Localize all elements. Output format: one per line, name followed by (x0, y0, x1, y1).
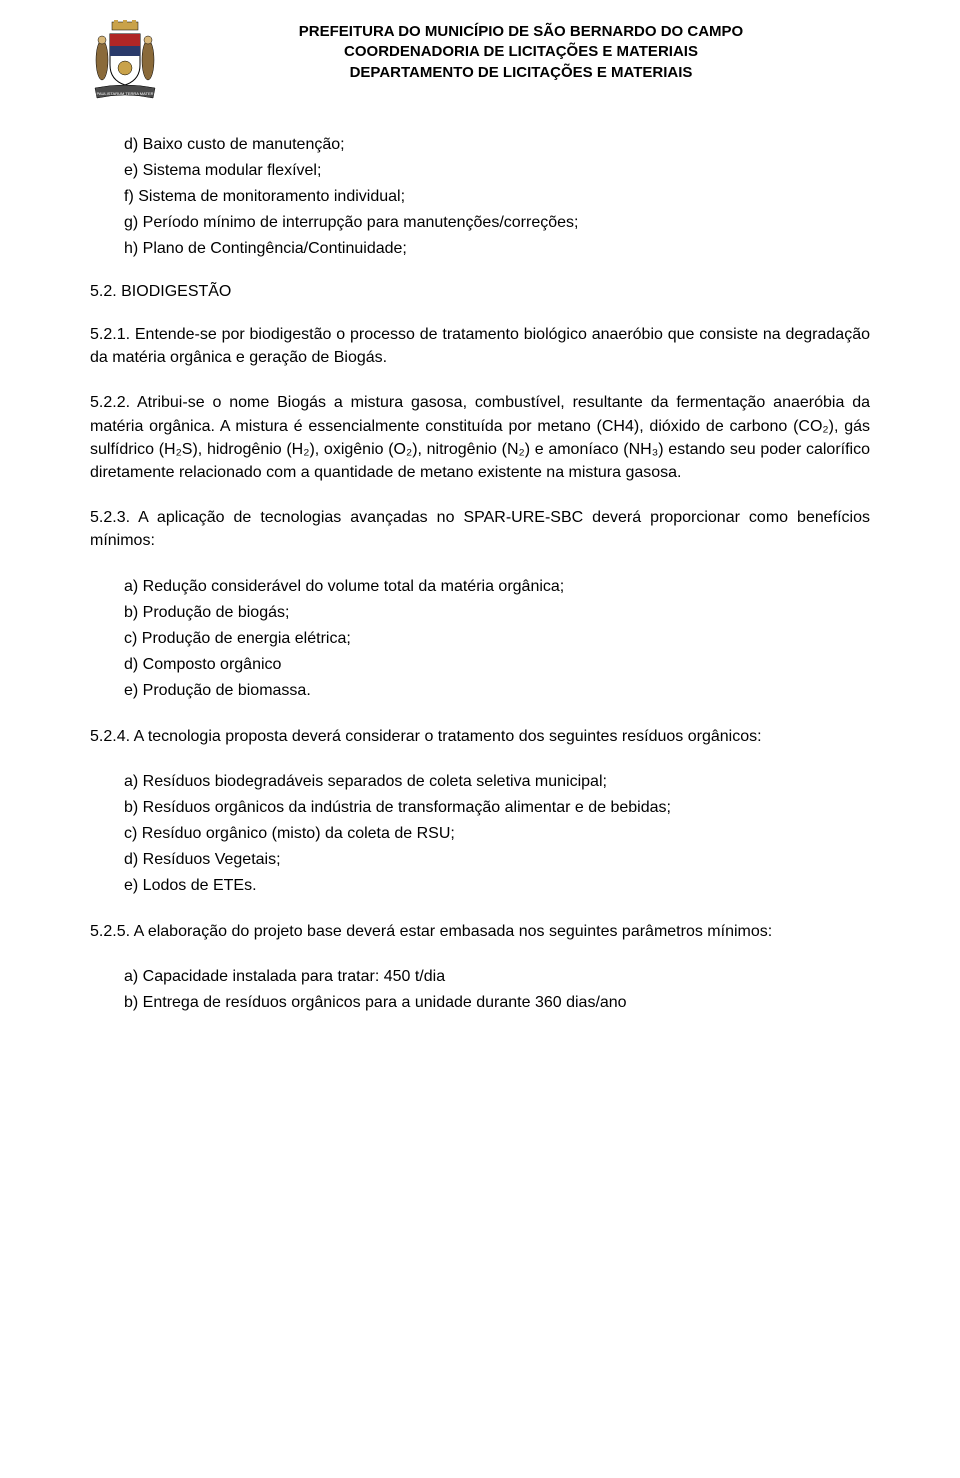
header-line-1: PREFEITURA DO MUNICÍPIO DE SÃO BERNARDO … (172, 22, 870, 42)
list-item: d) Resíduos Vegetais; (124, 848, 870, 872)
list-item: e) Produção de biomassa. (124, 679, 870, 703)
list-item: a) Capacidade instalada para tratar: 450… (124, 965, 870, 989)
header-title-block: PREFEITURA DO MUNICÍPIO DE SÃO BERNARDO … (172, 20, 870, 83)
list-benefits: a) Redução considerável do volume total … (124, 575, 870, 703)
paragraph-5-2-1: 5.2.1. Entende-se por biodigestão o proc… (90, 323, 870, 369)
list-item: c) Resíduo orgânico (misto) da coleta de… (124, 822, 870, 846)
list-item: d) Composto orgânico (124, 653, 870, 677)
list-item: g) Período mínimo de interrupção para ma… (124, 211, 870, 235)
list-continuation-1: d) Baixo custo de manutenção; e) Sistema… (124, 133, 870, 261)
document-page: PAULISTARUM TERRA MATER PREFEITURA DO MU… (0, 0, 960, 1057)
list-item: h) Plano de Contingência/Continuidade; (124, 237, 870, 261)
header-line-2: COORDENADORIA DE LICITAÇÕES E MATERIAIS (172, 42, 870, 62)
list-item: b) Entrega de resíduos orgânicos para a … (124, 991, 870, 1015)
list-item: e) Lodos de ETEs. (124, 874, 870, 898)
paragraph-5-2-5: 5.2.5. A elaboração do projeto base deve… (90, 920, 870, 943)
paragraph-5-2-4: 5.2.4. A tecnologia proposta deverá cons… (90, 725, 870, 748)
list-residues: a) Resíduos biodegradáveis separados de … (124, 770, 870, 898)
section-5-2-title: 5.2. BIODIGESTÃO (90, 283, 870, 301)
list-parameters: a) Capacidade instalada para tratar: 450… (124, 965, 870, 1015)
list-item: e) Sistema modular flexível; (124, 159, 870, 183)
list-item: b) Resíduos orgânicos da indústria de tr… (124, 796, 870, 820)
list-item: a) Redução considerável do volume total … (124, 575, 870, 599)
list-item: f) Sistema de monitoramento individual; (124, 185, 870, 209)
list-item: d) Baixo custo de manutenção; (124, 133, 870, 157)
municipal-crest-icon: PAULISTARUM TERRA MATER (90, 20, 160, 105)
header-line-3: DEPARTAMENTO DE LICITAÇÕES E MATERIAIS (172, 63, 870, 83)
document-header: PAULISTARUM TERRA MATER PREFEITURA DO MU… (90, 20, 870, 105)
list-item: c) Produção de energia elétrica; (124, 627, 870, 651)
list-item: b) Produção de biogás; (124, 601, 870, 625)
paragraph-5-2-3: 5.2.3. A aplicação de tecnologias avança… (90, 506, 870, 552)
svg-text:PAULISTARUM TERRA MATER: PAULISTARUM TERRA MATER (96, 91, 153, 96)
paragraph-5-2-2: 5.2.2. Atribui-se o nome Biogás a mistur… (90, 391, 870, 484)
list-item: a) Resíduos biodegradáveis separados de … (124, 770, 870, 794)
